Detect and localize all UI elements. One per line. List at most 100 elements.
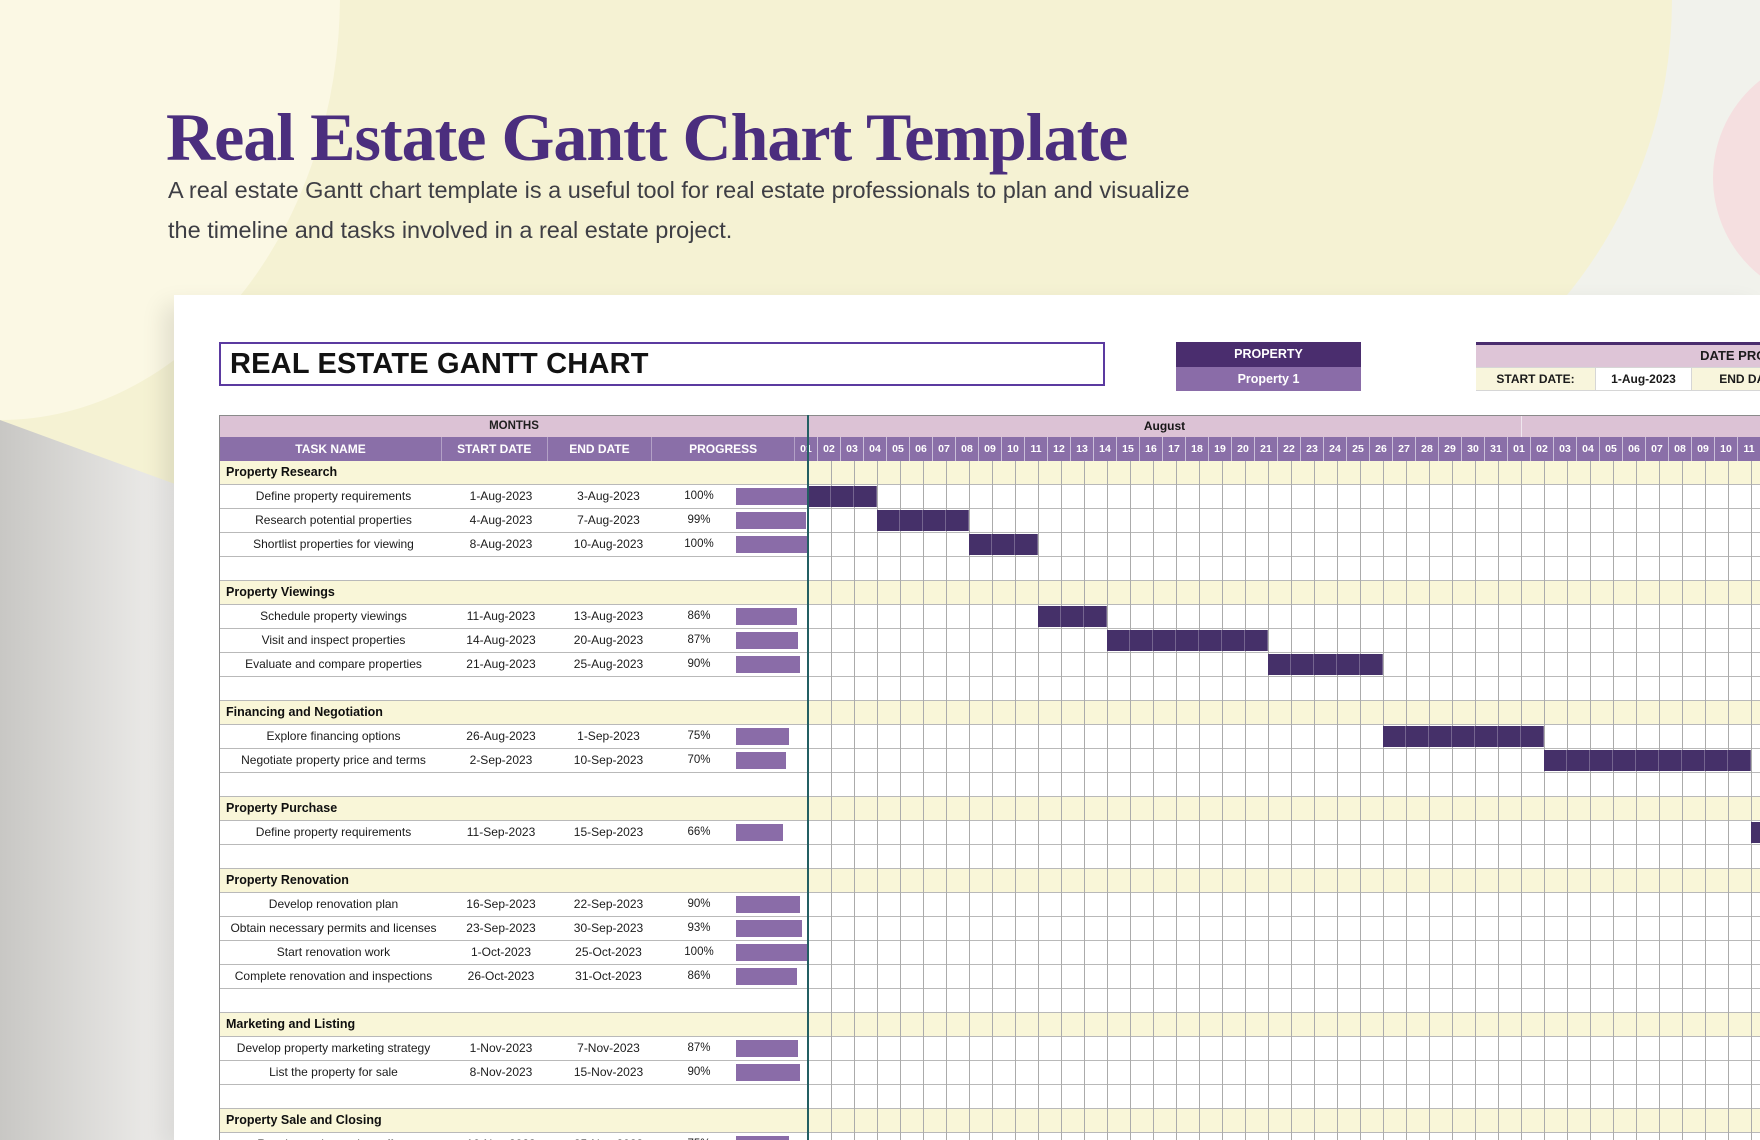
day-header-cell: 25 [1347, 437, 1370, 461]
task-name-cell: Shortlist properties for viewing [253, 537, 414, 551]
task-name-cell: Develop renovation plan [268, 897, 399, 911]
table-header-row: TASK NAME START DATE END DATE PROGRESS 0… [220, 437, 1760, 461]
end-date-cell: 10-Aug-2023 [573, 537, 644, 551]
progress-bar [736, 488, 807, 505]
progress-value-cell: 90% [687, 1066, 711, 1078]
day-header-cell: 17 [1163, 437, 1186, 461]
background-top-right-decor [1563, 0, 1760, 300]
gantt-bar [1038, 606, 1107, 627]
day-header-cell: 08 [956, 437, 979, 461]
end-date-cell: 30-Sep-2023 [573, 921, 644, 935]
day-header-cell: 05 [887, 437, 910, 461]
progress-bar [736, 536, 807, 553]
start-date-cell: 1-Aug-2023 [469, 489, 533, 503]
task-name-cell: Receive and negotiate offers [220, 1133, 447, 1140]
progress-bar [736, 752, 786, 769]
start-date-cell: 14-Aug-2023 [466, 633, 536, 647]
progress-value-cell: 75% [687, 730, 711, 742]
day-header-cell: 03 [1554, 437, 1577, 461]
task-name-cell: Visit and inspect properties [261, 633, 406, 647]
gantt-bar [1107, 630, 1268, 651]
description-line-2: the timeline and tasks involved in a rea… [168, 217, 733, 243]
end-date-cell: 22-Sep-2023 [573, 897, 644, 911]
task-name-cell: Start renovation work [276, 945, 391, 959]
day-header-cell: 11 [1025, 437, 1048, 461]
task-name-cell: Schedule property viewings [260, 609, 407, 623]
end-date-cell: 25-Nov-2023 [555, 1133, 662, 1140]
progress-bar [736, 968, 797, 985]
progress-bar [736, 944, 807, 961]
start-date-cell: 2-Sep-2023 [469, 753, 533, 767]
progress-value-cell: 100% [684, 490, 714, 502]
end-date-cell: 1-Sep-2023 [577, 729, 640, 743]
day-header-cell: 01 [1508, 437, 1531, 461]
day-header-cell: 30 [1462, 437, 1485, 461]
progress-value-cell: 100% [684, 538, 714, 550]
task-name-cell: Define property requirements [255, 489, 412, 503]
gantt-bar [969, 534, 1038, 555]
day-header-cell: 26 [1370, 437, 1393, 461]
group-label: Property Research [226, 465, 338, 479]
gantt-bar [1751, 822, 1760, 843]
months-band: MONTHS August [220, 415, 1760, 437]
end-date-cell: 3-Aug-2023 [577, 489, 640, 503]
month-boundary-tick [1521, 416, 1522, 437]
progress-value-cell: 86% [687, 970, 711, 982]
sheet-title: REAL ESTATE GANTT CHART [230, 348, 649, 380]
progress-value-cell: 90% [687, 658, 711, 670]
gantt-bar [1544, 750, 1751, 771]
end-date-label: END DATE: [1692, 367, 1760, 391]
start-date-cell: 16-Sep-2023 [466, 897, 536, 911]
task-name-cell: Explore financing options [266, 729, 401, 743]
day-header-cell: 06 [910, 437, 933, 461]
progress-bar [736, 1136, 789, 1140]
progress-bar [736, 728, 789, 745]
day-header-cell: 07 [1646, 437, 1669, 461]
progress-bar [736, 920, 802, 937]
progress-value-cell: 87% [687, 1042, 711, 1054]
day-header-cell: 05 [1600, 437, 1623, 461]
day-header-cell: 04 [1577, 437, 1600, 461]
gantt-bar [1268, 654, 1383, 675]
day-header-cell: 27 [1393, 437, 1416, 461]
progress-bar [736, 656, 800, 673]
day-header-cell: 01 [795, 437, 818, 461]
day-header-cell: 19 [1209, 437, 1232, 461]
day-header-cell: 21 [1255, 437, 1278, 461]
gantt-table: MONTHS August TASK NAME START DATE END D… [219, 415, 1760, 1140]
task-name-cell: Obtain necessary permits and licenses [230, 921, 437, 935]
day-header-cell: 09 [1692, 437, 1715, 461]
months-band-label: MONTHS [489, 420, 539, 432]
group-label: Financing and Negotiation [226, 705, 383, 719]
progress-value-cell: 93% [687, 922, 711, 934]
progress-value-cell: 100% [684, 946, 714, 958]
start-date-cell: 4-Aug-2023 [469, 513, 533, 527]
day-header-cell: 11 [1738, 437, 1760, 461]
progress-value-cell: 86% [687, 610, 711, 622]
background-gray-wedge [0, 420, 177, 1140]
column-header-start-date: START DATE [442, 437, 548, 461]
day-header-cell: 14 [1094, 437, 1117, 461]
page-description: A real estate Gantt chart template is a … [168, 170, 1190, 250]
progress-bar [736, 896, 800, 913]
background-gray-corner [1563, 0, 1760, 300]
end-date-cell: 31-Oct-2023 [575, 969, 642, 983]
day-header-cell: 07 [933, 437, 956, 461]
group-label: Property Sale and Closing [226, 1113, 382, 1127]
task-name-cell: Evaluate and compare properties [245, 657, 422, 671]
start-date-cell: 16-Nov-2023 [447, 1133, 555, 1140]
progress-value-cell: 75% [662, 1133, 736, 1140]
timeline-grid [808, 461, 1760, 1140]
task-name-cell: Research potential properties [255, 513, 412, 527]
end-date-cell: 15-Nov-2023 [573, 1065, 644, 1079]
day-header-cell: 04 [864, 437, 887, 461]
group-label: Marketing and Listing [226, 1017, 356, 1031]
column-header-progress: PROGRESS [652, 437, 795, 461]
day-header-cell: 10 [1002, 437, 1025, 461]
timeline-start-divider [807, 415, 809, 1140]
gantt-bar [808, 486, 877, 507]
description-line-1: A real estate Gantt chart template is a … [168, 177, 1190, 203]
end-date-cell: 25-Oct-2023 [575, 945, 642, 959]
end-date-cell: 25-Aug-2023 [573, 657, 644, 671]
group-label: Property Viewings [226, 585, 335, 599]
